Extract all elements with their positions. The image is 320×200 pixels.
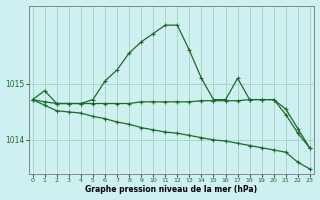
X-axis label: Graphe pression niveau de la mer (hPa): Graphe pression niveau de la mer (hPa) xyxy=(85,185,257,194)
